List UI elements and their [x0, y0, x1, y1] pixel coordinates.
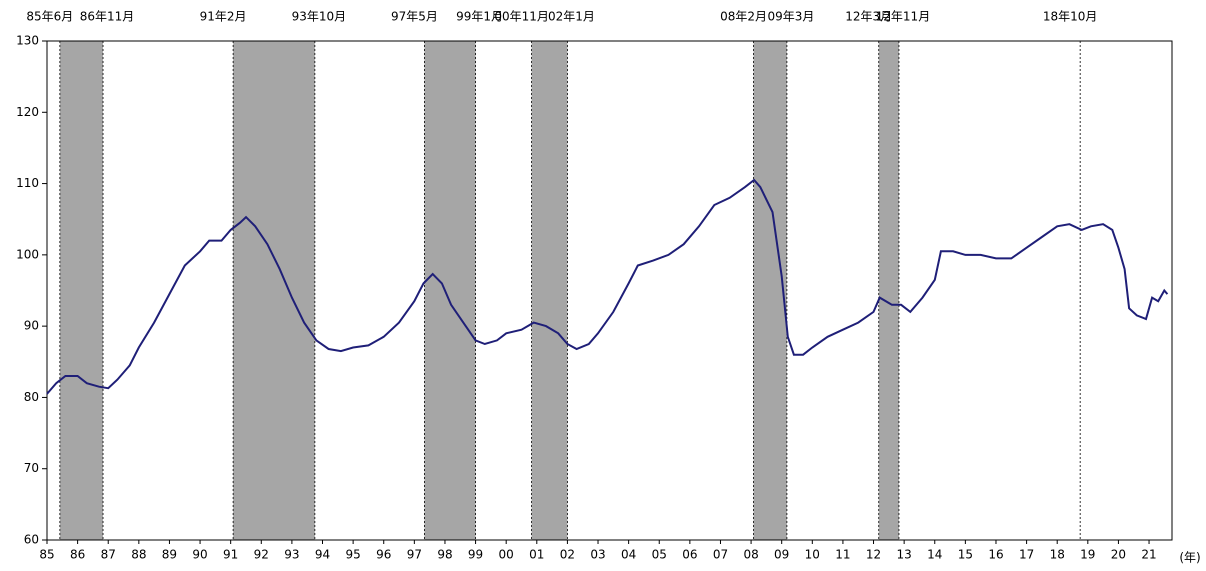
plot-frame	[46, 40, 1173, 541]
x-tick-label: 17	[1019, 548, 1034, 562]
x-tick-label: 20	[1111, 548, 1126, 562]
band-label: 18年10月	[1043, 10, 1098, 24]
y-tick-label: 80	[24, 390, 39, 404]
x-tick-label: 88	[131, 548, 146, 562]
x-tick-label: 85	[39, 548, 54, 562]
x-tick-label: 94	[315, 548, 330, 562]
x-tick-label: 96	[376, 548, 391, 562]
x-tick-label: 87	[101, 548, 116, 562]
y-tick-label: 120	[16, 105, 39, 119]
band-label: 09年3月	[767, 10, 814, 24]
y-tick-label: 110	[16, 176, 39, 190]
x-tick-label: 91	[223, 548, 238, 562]
x-tick-label: 99	[468, 548, 483, 562]
x-tick-label: 92	[254, 548, 269, 562]
band-label: 86年11月	[80, 10, 135, 24]
y-tick-label: 130	[16, 34, 39, 48]
band-label: 02年1月	[548, 10, 595, 24]
recession-band	[753, 41, 787, 540]
recession-band	[878, 41, 899, 540]
x-tick-label: 86	[70, 548, 85, 562]
band-label: 91年2月	[200, 10, 247, 24]
x-tick-label: 95	[345, 548, 360, 562]
x-tick-label: 04	[621, 548, 636, 562]
x-tick-label: 02	[560, 548, 575, 562]
x-tick-label: 05	[652, 548, 667, 562]
recession-band	[531, 41, 568, 540]
x-tick-label: 03	[590, 548, 605, 562]
x-tick-label: 93	[284, 548, 299, 562]
x-tick-label: 19	[1080, 548, 1095, 562]
x-tick-label: 14	[927, 548, 942, 562]
band-label: 93年10月	[292, 10, 347, 24]
y-tick-label: 70	[24, 461, 39, 475]
x-tick-label: 16	[988, 548, 1003, 562]
x-tick-label: 18	[1050, 548, 1065, 562]
recession-band	[424, 41, 476, 540]
x-tick-label: 12	[866, 548, 881, 562]
data-line	[46, 178, 1169, 395]
x-tick-label: 90	[192, 548, 207, 562]
x-tick-label: 89	[162, 548, 177, 562]
x-tick-label: 09	[774, 548, 789, 562]
x-tick-label: 00	[499, 548, 514, 562]
band-label: 97年5月	[391, 10, 438, 24]
band-label: 08年2月	[720, 10, 767, 24]
x-tick-label: 97	[407, 548, 422, 562]
y-tick-label: 90	[24, 319, 39, 333]
y-tick-label: 60	[24, 533, 39, 547]
x-tick-label: 01	[529, 548, 544, 562]
x-tick-label: 98	[437, 548, 452, 562]
recession-band	[59, 41, 104, 540]
x-tick-label: 11	[835, 548, 850, 562]
x-unit: (年)	[1179, 551, 1200, 565]
x-tick-label: 13	[897, 548, 912, 562]
band-label: 00年11月	[494, 10, 549, 24]
recession-band	[233, 41, 315, 540]
band-label: 12年3月	[845, 10, 892, 24]
x-tick-label: 08	[743, 548, 758, 562]
band-label: 12年11月	[876, 10, 931, 24]
x-tick-label: 10	[805, 548, 820, 562]
x-tick-label: 21	[1141, 548, 1156, 562]
band-label: 85年6月	[26, 10, 73, 24]
x-tick-label: 15	[958, 548, 973, 562]
x-tick-label: 06	[682, 548, 697, 562]
y-tick-label: 100	[16, 247, 39, 261]
band-label: 99年1月	[456, 10, 503, 24]
x-tick-label: 07	[713, 548, 728, 562]
